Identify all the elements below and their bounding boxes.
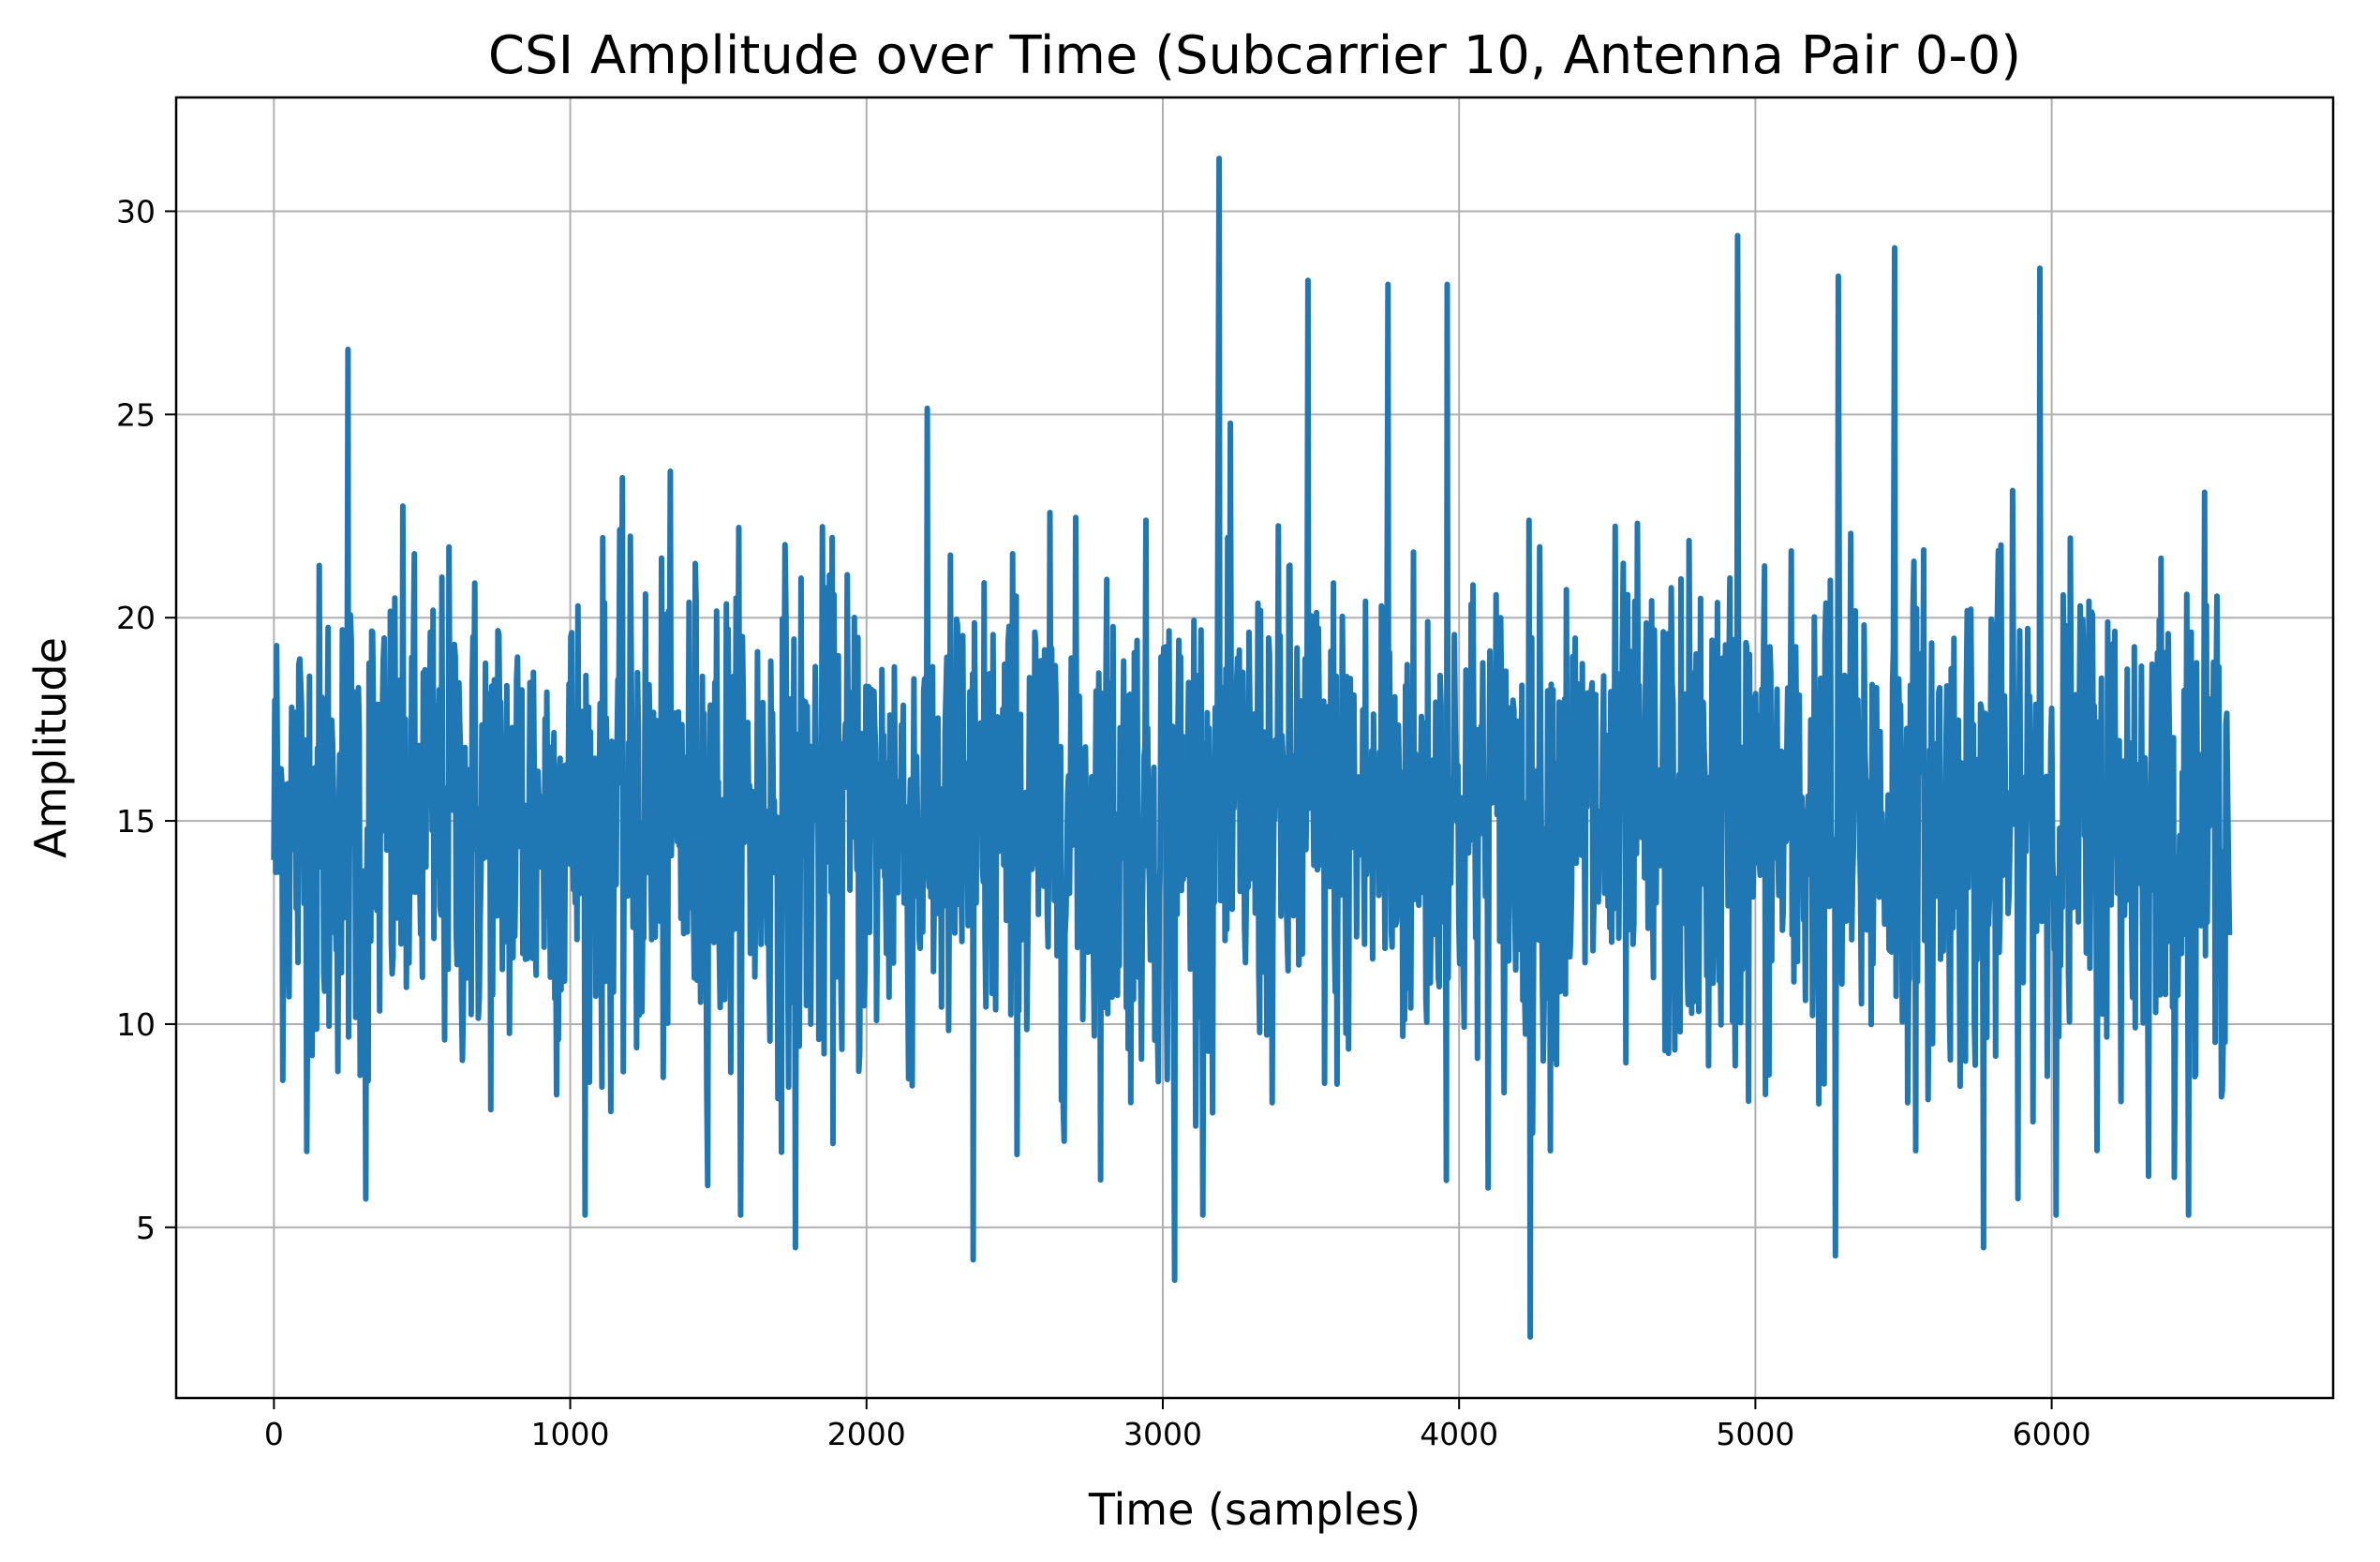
- x-tick-label: 1000: [531, 1416, 610, 1452]
- x-tick-label: 0: [264, 1416, 284, 1452]
- axis-ticks: 0 1000 2000 3000 4000 5000 6000 5 10 15 20 25 30: [116, 193, 2091, 1452]
- x-tick-label: 5000: [1716, 1416, 1794, 1452]
- x-tick-label: 3000: [1123, 1416, 1202, 1452]
- plot-frame: [174, 96, 2335, 1400]
- series-group: [271, 156, 2233, 1340]
- y-tick-label: 20: [116, 600, 156, 636]
- y-tick-label: 25: [116, 396, 156, 433]
- series-line: [271, 156, 2233, 1340]
- y-axis-label: Amplitude: [25, 637, 76, 858]
- y-tick-label: 10: [116, 1006, 156, 1043]
- y-tick-label: 15: [116, 803, 156, 840]
- x-axis-label: Time (samples): [1088, 1484, 1421, 1535]
- y-tick-label: 30: [116, 193, 156, 230]
- x-tick-label: 2000: [827, 1416, 906, 1452]
- x-tick-label: 6000: [2013, 1416, 2091, 1452]
- y-tick-label: 5: [136, 1210, 156, 1246]
- x-tick-label: 4000: [1420, 1416, 1498, 1452]
- chart-title: CSI Amplitude over Time (Subcarrier 10, …: [488, 25, 2021, 86]
